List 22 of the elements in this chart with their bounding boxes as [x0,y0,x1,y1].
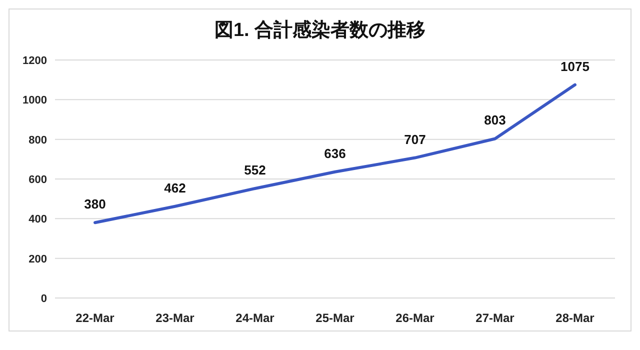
x-tick-label: 27-Mar [476,311,515,325]
data-label: 1075 [560,58,590,74]
data-label: 707 [404,132,426,147]
y-tick-label: 200 [28,253,47,266]
x-tick-label: 23-Mar [156,311,195,325]
x-tick-label: 25-Mar [316,311,355,325]
data-label: 636 [324,146,346,161]
data-label: 803 [484,112,506,128]
y-tick-label: 400 [28,214,47,226]
y-tick-label: 800 [28,134,47,146]
y-tick-label: 0 [40,293,47,305]
data-label: 380 [84,196,106,212]
y-tick-label: 1000 [22,94,47,107]
y-tick-label: 1200 [22,55,47,67]
x-tick-label: 28-Mar [556,311,595,325]
y-tick-label: 600 [28,174,47,186]
x-tick-label: 22-Mar [76,311,115,325]
data-label: 462 [164,180,186,196]
chart-title: 図1. 合計感染者数の推移 [214,19,426,41]
x-tick-label: 24-Mar [236,311,275,325]
x-tick-label: 26-Mar [396,311,435,325]
data-label: 552 [244,162,266,178]
